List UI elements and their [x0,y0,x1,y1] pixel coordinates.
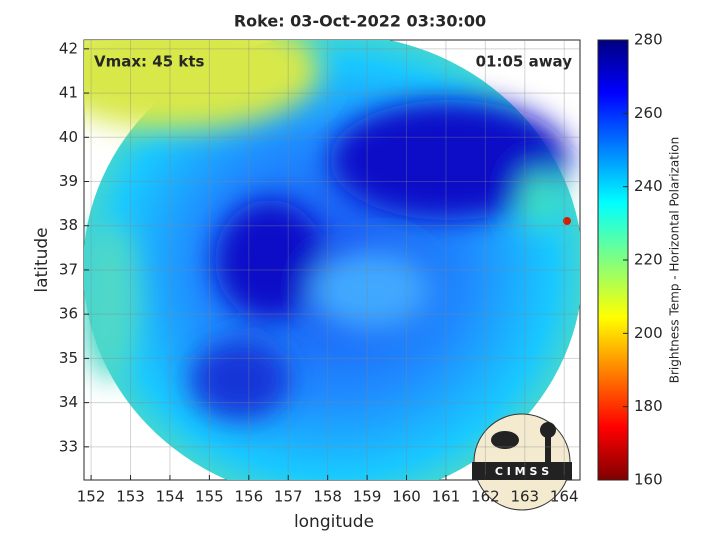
annotation: 01:05 away [476,53,573,71]
y-axis-label: latitude [32,227,52,292]
x-tick-label: 159 [353,488,382,506]
x-tick-label: 154 [156,488,185,506]
satellite-image [84,40,580,480]
y-tick-label: 40 [59,128,78,146]
x-tick-label: 164 [550,488,579,506]
colorbar-tick-label: 280 [634,31,663,49]
colorbar-tick-label: 160 [634,471,663,489]
x-tick-label: 163 [510,488,539,506]
colorbar-tick-label: 240 [634,177,663,195]
x-tick-label: 157 [274,488,303,506]
x-tick-label: 152 [77,488,106,506]
colorbar-tick-label: 220 [634,251,663,269]
colorbar-tick-label: 260 [634,104,663,122]
logo: C I M S S [472,413,572,511]
x-axis-label: longitude [294,512,374,532]
chart-title: Roke: 03-Oct-2022 03:30:00 [234,12,486,31]
x-tick-label: 156 [234,488,263,506]
x-tick-label: 155 [195,488,224,506]
y-tick-label: 37 [59,260,78,278]
colorbar-tick-label: 200 [634,324,663,342]
y-tick-label: 39 [59,172,78,190]
y-tick-label: 34 [59,393,78,411]
x-tick-label: 160 [392,488,421,506]
x-tick-label: 162 [471,488,500,506]
x-tick-label: 158 [313,488,342,506]
x-tick-label: 161 [432,488,461,506]
y-tick-label: 42 [59,39,78,57]
y-tick-label: 38 [59,216,78,234]
y-tick-label: 35 [59,349,78,367]
colorbar-label: Brightness Temp - Horizontal Polarizatio… [668,137,682,384]
y-tick-label: 41 [59,84,78,102]
annotation: Vmax: 45 kts [94,53,204,71]
logo-text: C I M S S [495,465,549,478]
colorbar-tick-label: 180 [634,397,663,415]
y-tick-label: 36 [59,305,78,323]
y-tick-label: 33 [59,437,78,455]
x-tick-label: 153 [116,488,145,506]
